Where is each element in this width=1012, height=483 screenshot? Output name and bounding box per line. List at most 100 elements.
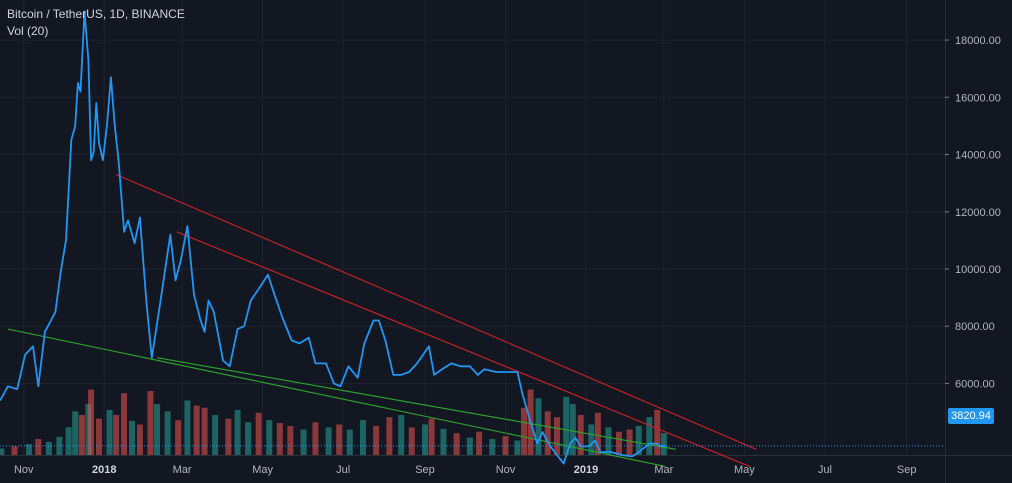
volume-bar	[489, 439, 496, 455]
volume-bar	[577, 415, 584, 455]
volume-bar	[266, 420, 273, 455]
x-tick-label: Jul	[336, 464, 350, 476]
volume-bar	[88, 389, 95, 455]
trendline	[176, 231, 750, 468]
volume-bar	[569, 404, 576, 455]
volume-bar	[502, 436, 509, 455]
x-tick-label: Mar	[173, 464, 192, 476]
volume-bar	[113, 415, 120, 455]
volume-bar	[234, 409, 241, 455]
volume-bar	[287, 425, 294, 455]
price-series	[0, 10, 945, 465]
volume-bar	[616, 431, 623, 455]
x-tick-label: 2018	[92, 464, 116, 476]
volume-bar	[154, 404, 161, 455]
y-tick-label: 12000.00	[955, 207, 1001, 219]
y-tick-label: 10000.00	[955, 264, 1001, 276]
volume-bar	[359, 420, 366, 455]
volume-bar	[520, 407, 527, 455]
x-tick-label: May	[734, 464, 755, 476]
volume-bar	[594, 412, 601, 455]
volume-bar	[514, 440, 521, 455]
volume-bar	[255, 412, 262, 455]
y-tick-label: 18000.00	[955, 35, 1001, 47]
x-tick-label: Jul	[818, 464, 832, 476]
volume-bar	[476, 431, 483, 455]
volume-bar	[373, 425, 380, 455]
volume-bar	[121, 393, 128, 455]
volume-bar	[654, 409, 661, 455]
volume-bar	[588, 424, 595, 455]
y-tick-label: 16000.00	[955, 92, 1001, 104]
price-axis: 6000.00 8000.00 10000.00 12000.00 14000.00 16…	[945, 35, 1001, 390]
volume-bar	[78, 415, 85, 455]
y-tick-label: 8000.00	[955, 321, 995, 333]
volume-bar	[164, 411, 171, 455]
volume-bar	[346, 429, 353, 455]
volume-bar	[0, 448, 5, 455]
volume-bar	[245, 422, 252, 455]
x-tick-label: May	[252, 464, 273, 476]
volume-bar	[466, 437, 473, 455]
volume-bar	[72, 411, 79, 455]
x-tick-label: Nov	[14, 464, 34, 476]
volume-bar	[553, 417, 560, 455]
volume-bar	[106, 409, 113, 455]
volume-bar	[136, 424, 143, 455]
y-tick-label: 6000.00	[955, 378, 995, 390]
volume-bar	[95, 418, 102, 455]
volume-bar	[535, 398, 542, 455]
x-tick-label: Sep	[897, 464, 917, 476]
time-axis: Nov 2018 Mar May Jul Sep Nov 2019 Mar May Jul Sep	[14, 464, 917, 476]
volume-bar	[184, 400, 191, 455]
volume-bar	[65, 427, 72, 455]
volume-bar	[428, 418, 435, 455]
indicator-line[interactable]: Vol (20)	[7, 24, 49, 38]
volume-bar	[626, 429, 633, 455]
volume-bar	[212, 415, 219, 455]
symbol-line[interactable]: Bitcoin / TetherUS, 1D, BINANCE	[7, 7, 185, 21]
price-line	[0, 10, 666, 465]
chart-legend: Bitcoin / TetherUS, 1D, BINANCE Vol (20)	[7, 6, 185, 40]
trendline	[7, 328, 666, 468]
volume-bar	[45, 441, 52, 455]
volume-bar	[453, 433, 460, 455]
x-tick-label: Sep	[415, 464, 435, 476]
volume-bar	[440, 428, 447, 455]
volume-bar	[26, 444, 33, 455]
volume-bar	[201, 407, 208, 455]
volume-bar	[300, 429, 307, 455]
volume-bars	[0, 389, 667, 455]
trendline	[115, 174, 757, 450]
volume-bar	[312, 422, 319, 455]
x-tick-label: Mar	[654, 464, 673, 476]
volume-bar	[336, 424, 343, 455]
volume-bar	[398, 415, 405, 455]
trendline	[156, 357, 676, 450]
y-tick-label: 14000.00	[955, 150, 1001, 162]
volume-bar	[408, 427, 415, 455]
volume-bar	[56, 436, 63, 455]
volume-bar	[660, 433, 667, 455]
volume-bar	[544, 411, 551, 455]
volume-bar	[175, 420, 182, 455]
x-tick-label: Nov	[496, 464, 516, 476]
volume-bar	[605, 427, 612, 455]
volume-bar	[276, 423, 283, 455]
volume-bar	[635, 425, 642, 455]
volume-bar	[386, 417, 393, 455]
last-price-badge: 3820.94	[948, 408, 994, 424]
volume-bar	[421, 424, 428, 455]
volume-bar	[225, 418, 232, 455]
volume-bar	[646, 417, 653, 455]
volume-bar	[193, 405, 200, 455]
volume-bar	[147, 391, 154, 455]
trendlines	[7, 174, 757, 468]
x-tick-label: 2019	[574, 464, 598, 476]
volume-bar	[128, 420, 135, 455]
volume-bar	[325, 427, 332, 455]
volume-bar	[563, 396, 570, 455]
volume-bar	[35, 439, 42, 455]
